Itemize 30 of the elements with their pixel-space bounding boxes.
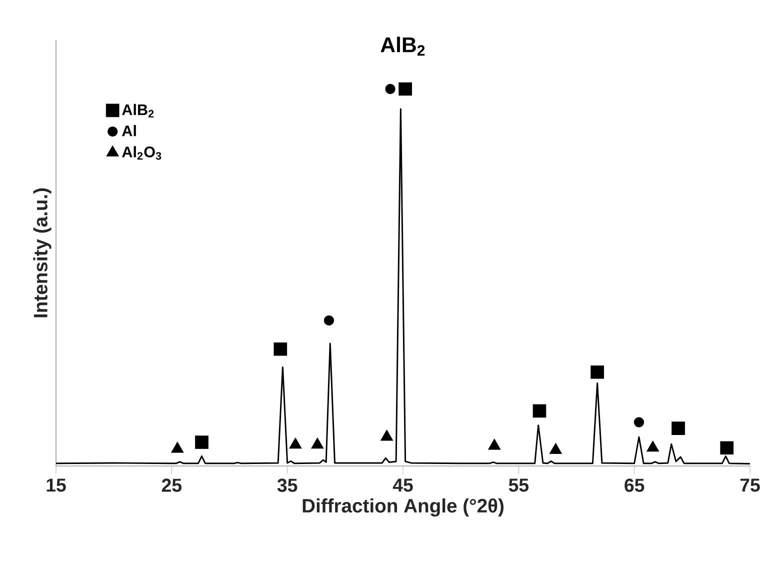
point <box>289 438 302 449</box>
point <box>646 440 660 452</box>
x-tick-label: 15 <box>46 478 66 492</box>
point <box>549 442 562 454</box>
x-tick-label: 45 <box>392 478 413 492</box>
point <box>385 84 396 94</box>
point <box>171 442 184 453</box>
point <box>532 404 546 418</box>
x-tick-label: 55 <box>508 478 529 492</box>
legend-label: Al$_{2}$O$_{3}$ <box>122 146 162 160</box>
x-tick-label: 75 <box>740 478 760 492</box>
point <box>634 417 644 428</box>
point <box>380 430 394 441</box>
point <box>398 82 412 96</box>
point <box>720 441 734 455</box>
legend-label: AlB$_{2}$ <box>122 104 154 118</box>
y-axis-title: Intensity (a.u.) <box>33 188 52 318</box>
point <box>672 422 685 435</box>
point <box>195 436 208 449</box>
point <box>324 315 334 326</box>
point <box>274 342 288 356</box>
point <box>488 438 501 450</box>
chart-title: AlB$_{2}$ <box>380 36 425 56</box>
point <box>590 365 604 379</box>
x-tick-label: 25 <box>162 478 182 492</box>
x-axis-title: Diffraction Angle (°2θ) <box>302 498 504 517</box>
x-tick-label: 65 <box>624 478 644 492</box>
point <box>311 438 324 449</box>
legend-label: Al <box>122 125 136 136</box>
x-tick-label: 35 <box>277 478 298 492</box>
